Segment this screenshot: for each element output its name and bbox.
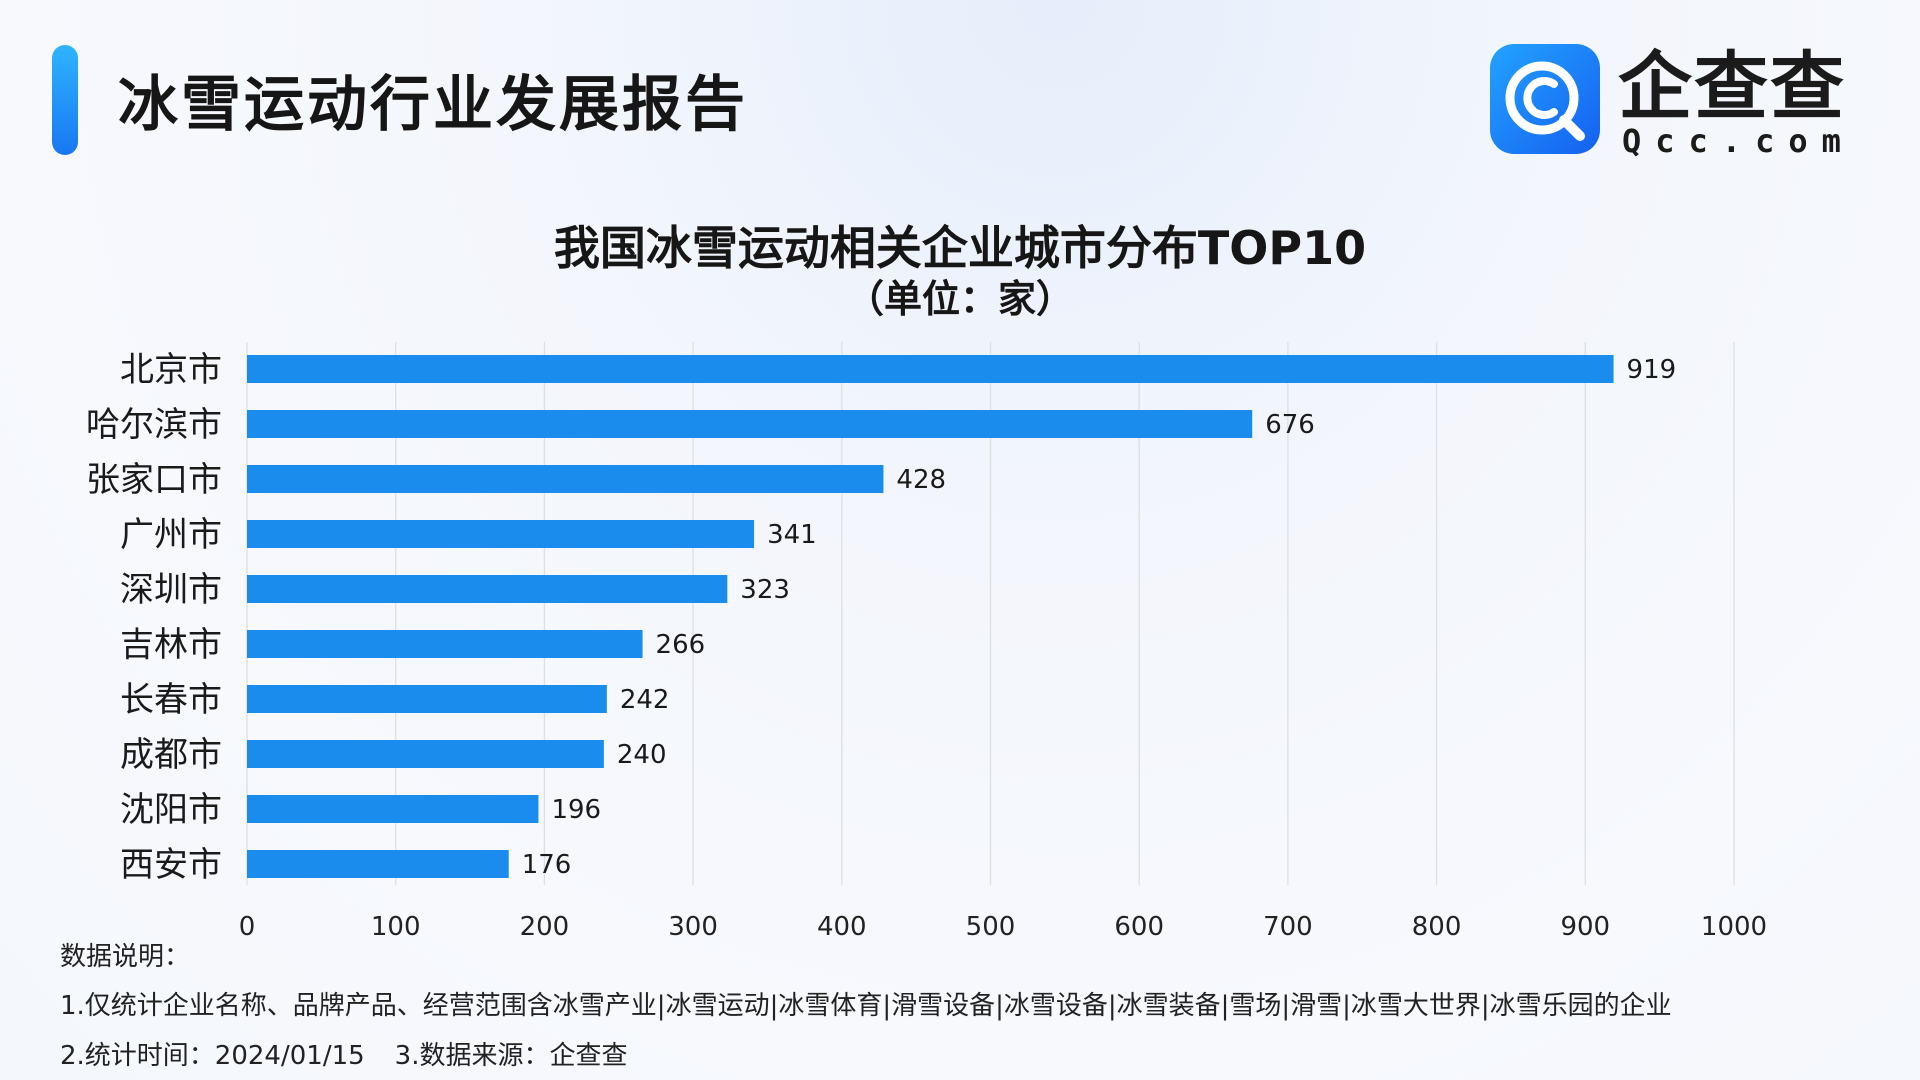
bar [247, 520, 755, 548]
bar [247, 850, 509, 878]
logo-name: 企查查 [1618, 44, 1846, 130]
category-label: 广州市 [120, 515, 222, 555]
header-accent-bar [52, 45, 78, 155]
chart-title: 我国冰雪运动相关企业城市分布TOP10 [553, 221, 1367, 275]
category-label: 哈尔滨市 [86, 405, 222, 445]
x-tick-label: 900 [1560, 912, 1610, 940]
x-tick-label: 300 [668, 912, 718, 940]
data-label: 428 [896, 465, 946, 495]
x-tick-label: 100 [371, 912, 421, 940]
notes-heading: 数据说明： [60, 942, 191, 972]
data-label: 341 [767, 520, 817, 550]
bar [247, 355, 1614, 383]
bar [247, 410, 1253, 438]
x-tick-label: 700 [1263, 912, 1313, 940]
category-label: 张家口市 [86, 460, 222, 500]
notes-time: 2.统计时间：2024/01/15 [60, 1041, 365, 1071]
bar [247, 575, 728, 603]
data-label: 242 [620, 685, 670, 715]
x-tick-label: 0 [239, 912, 256, 940]
category-label: 吉林市 [120, 625, 222, 665]
bar [247, 685, 607, 713]
data-label: 240 [617, 740, 667, 770]
qcc-logo-icon [1490, 44, 1600, 154]
brand-logo: 企查查 Qcc.com [1490, 44, 1870, 160]
notes-meta: 2.统计时间：2024/01/15 3.数据来源：企查查 [60, 1035, 657, 1072]
data-label: 196 [551, 795, 601, 825]
data-label: 176 [522, 850, 572, 880]
logo-domain: Qcc.com [1622, 122, 1855, 160]
category-label: 北京市 [120, 350, 222, 390]
page-title: 冰雪运动行业发展报告 [118, 70, 748, 140]
bar [247, 795, 539, 823]
category-label: 长春市 [120, 680, 222, 720]
chart-subtitle: （单位：家） [845, 277, 1074, 321]
bar [247, 465, 884, 493]
bar [247, 740, 604, 768]
data-label: 676 [1265, 410, 1315, 440]
data-label: 323 [740, 575, 790, 605]
category-label: 成都市 [120, 735, 222, 775]
data-label: 919 [1627, 355, 1677, 385]
x-tick-label: 800 [1412, 912, 1462, 940]
category-label: 沈阳市 [120, 790, 222, 830]
data-label: 266 [656, 630, 706, 660]
notes-source: 3.数据来源：企查查 [394, 1041, 628, 1071]
x-tick-label: 400 [817, 912, 867, 940]
category-label: 深圳市 [120, 570, 222, 610]
bar-chart: 0 100 200 300 400 500 600 700 800 900 1000 北京市 919 哈尔… [86, 342, 1767, 940]
x-tick-label: 600 [1114, 912, 1164, 940]
notes-criteria: 1.仅统计企业名称、品牌产品、经营范围含冰雪产业|冰雪运动|冰雪体育|滑雪设备|… [60, 991, 1672, 1021]
x-tick-label: 1000 [1701, 912, 1767, 940]
bar [247, 630, 643, 658]
category-label: 西安市 [120, 845, 222, 885]
x-tick-label: 200 [520, 912, 570, 940]
x-tick-label: 500 [966, 912, 1016, 940]
